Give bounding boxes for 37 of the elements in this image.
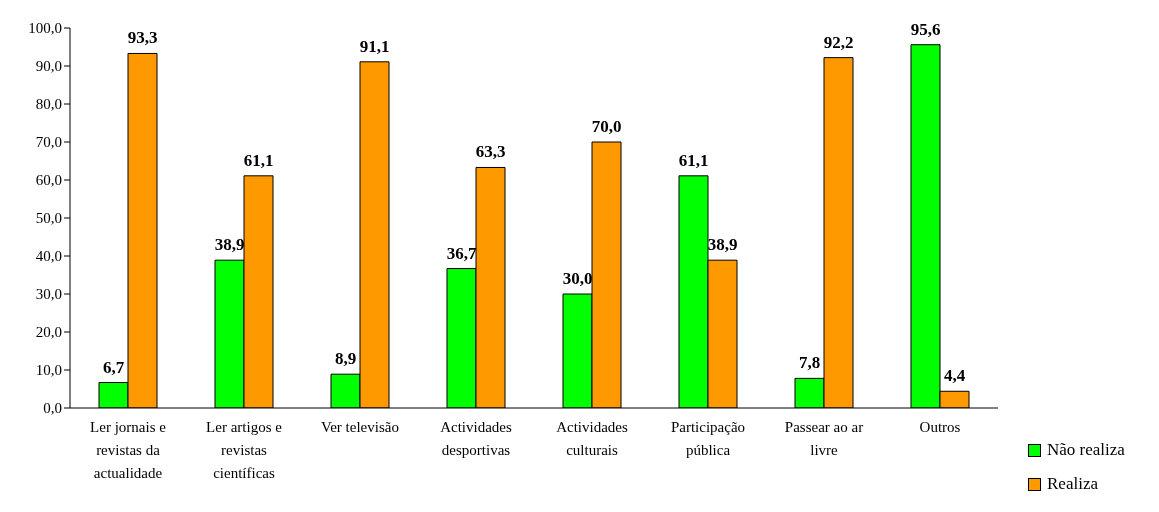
data-label: 38,9 bbox=[707, 235, 738, 255]
data-label: 63,3 bbox=[475, 142, 506, 162]
data-label: 70,0 bbox=[591, 117, 622, 136]
y-tick-label: 20,0 bbox=[35, 324, 62, 341]
y-tick-label: 70,0 bbox=[35, 134, 62, 151]
y-tick-label: 50,0 bbox=[35, 210, 62, 227]
legend-label: Realiza bbox=[1047, 474, 1098, 494]
data-label: 93,3 bbox=[127, 28, 158, 48]
data-label: 95,6 bbox=[910, 19, 941, 39]
y-tick-label: 90,0 bbox=[35, 58, 62, 75]
data-label: 36,7 bbox=[446, 243, 477, 263]
data-label: 91,1 bbox=[359, 36, 390, 56]
x-tick-label: Ler jornais e revistas da actualidade bbox=[90, 419, 167, 481]
data-label: 61,1 bbox=[243, 150, 274, 170]
x-tick-label: Passear ao ar livre bbox=[784, 419, 864, 458]
x-tick-label: Actividades culturais bbox=[556, 419, 628, 458]
y-tick-label: 0,0 bbox=[43, 400, 62, 417]
y-tick-label: 80,0 bbox=[35, 96, 62, 113]
data-label: 30,0 bbox=[562, 269, 593, 288]
x-tick-label: Actividades desportivas bbox=[440, 419, 512, 458]
x-tick-label: Participação pública bbox=[670, 419, 746, 458]
data-label: 38,9 bbox=[214, 235, 245, 255]
x-tick-label: Ver televisão bbox=[321, 419, 399, 435]
y-tick-label: 40,0 bbox=[35, 248, 62, 265]
data-label: 7,8 bbox=[798, 353, 821, 373]
data-label: 61,1 bbox=[678, 150, 709, 170]
x-tick-label: Ler artigos e revistas científicas bbox=[206, 419, 283, 481]
data-label: 8,9 bbox=[334, 349, 357, 369]
legend-label: Não realiza bbox=[1047, 440, 1125, 460]
x-tick-label: Outros bbox=[919, 419, 961, 435]
data-label: 92,2 bbox=[823, 32, 854, 52]
y-tick-label: 60,0 bbox=[35, 172, 62, 189]
y-tick-label: 30,0 bbox=[35, 286, 62, 303]
y-tick-label: 100,0 bbox=[28, 20, 62, 37]
data-label: 6,7 bbox=[102, 357, 125, 377]
y-tick-label: 10,0 bbox=[35, 362, 62, 379]
data-label: 4,4 bbox=[943, 366, 966, 386]
